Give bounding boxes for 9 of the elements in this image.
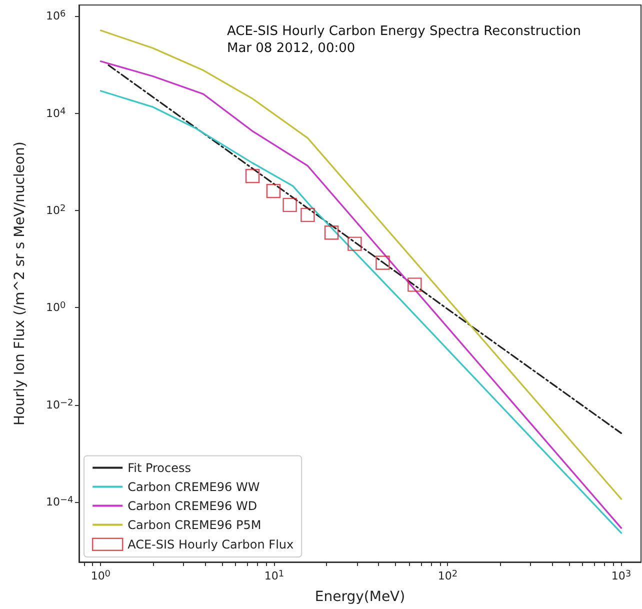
legend-label: Carbon CREME96 WD [128,498,258,513]
y-axis-title: Hourly Ion Flux (/m^2 sr s MeV/nucleon) [12,142,28,426]
text: Mar 08 2012, 00:00 [227,41,356,56]
legend-label: ACE-SIS Hourly Carbon Flux [128,537,294,552]
legend-label: Carbon CREME96 P5M [128,518,262,532]
legend-label: Carbon CREME96 WW [128,480,260,494]
text: ACE-SIS Hourly Carbon Energy Spectra Reconstruction [227,24,581,39]
legend-label: Fit Process [128,460,192,475]
x-axis-title: Energy(MeV) [314,589,406,605]
